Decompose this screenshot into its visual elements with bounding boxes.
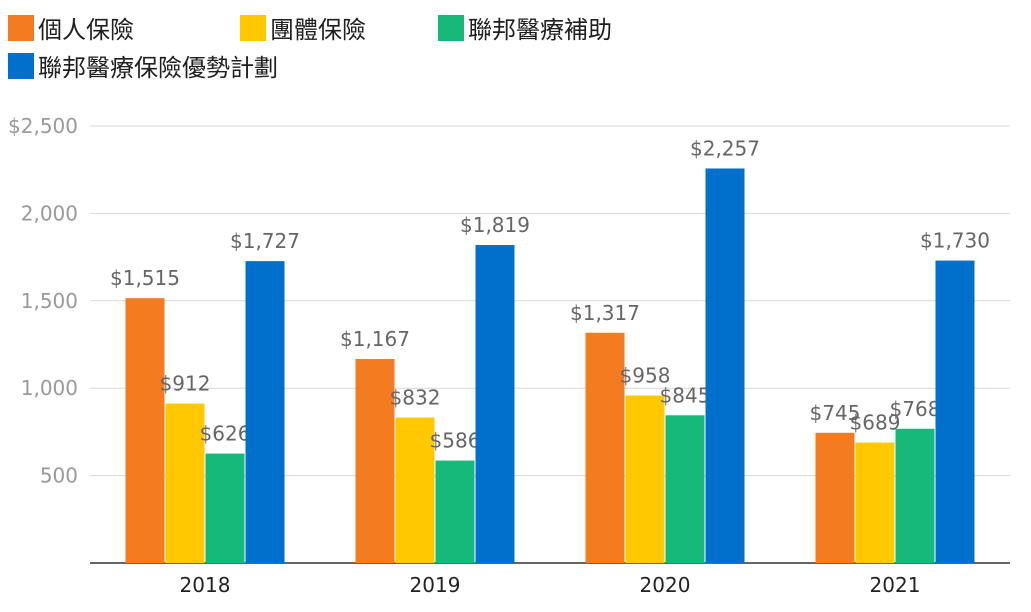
legend: 個人保險 團體保險 聯邦醫療補助 聯邦醫療保險優勢計劃 — [8, 4, 768, 84]
bar — [705, 168, 745, 564]
bar — [125, 298, 165, 563]
legend-label-medicare-advantage: 聯邦醫療保險優勢計劃 — [38, 54, 278, 82]
bar — [475, 245, 515, 563]
y-tick-label: 500 — [40, 464, 78, 488]
data-label: $626 — [200, 422, 251, 446]
bar — [585, 332, 625, 563]
bar — [625, 395, 665, 563]
bar — [815, 432, 855, 563]
legend-item-group: 團體保險 — [240, 10, 366, 45]
legend-swatch-group — [240, 14, 266, 41]
data-label: $2,257 — [690, 136, 760, 160]
bar — [165, 403, 205, 563]
legend-item-medicare-advantage: 聯邦醫療保險優勢計劃 — [8, 48, 278, 83]
y-tick-label: 1,500 — [21, 289, 78, 313]
legend-item-individual: 個人保險 — [8, 10, 134, 45]
y-tick-label: $2,500 — [8, 114, 78, 138]
legend-label-individual: 個人保險 — [38, 16, 134, 44]
legend-swatch-individual — [8, 14, 34, 41]
x-category-label: 2018 — [180, 573, 231, 597]
data-label: $768 — [890, 397, 941, 421]
x-category-label: 2021 — [870, 573, 921, 597]
bar — [435, 460, 475, 563]
bar — [205, 453, 245, 563]
data-label: $745 — [810, 401, 861, 425]
bar — [665, 415, 705, 563]
bar — [395, 417, 435, 563]
legend-item-medicaid: 聯邦醫療補助 — [438, 10, 612, 45]
data-label: $958 — [620, 364, 671, 388]
legend-label-group: 團體保險 — [270, 16, 366, 44]
bar — [895, 428, 935, 563]
bar — [855, 442, 895, 563]
legend-swatch-medicare-advantage — [8, 52, 34, 79]
data-label: $1,730 — [920, 229, 990, 253]
bar — [245, 261, 285, 563]
legend-label-medicaid: 聯邦醫療補助 — [468, 16, 612, 44]
data-label: $912 — [160, 372, 211, 396]
data-label: $845 — [660, 383, 711, 407]
data-label: $689 — [850, 411, 901, 435]
data-label: $1,167 — [340, 327, 410, 351]
data-label: $1,819 — [460, 213, 530, 237]
y-tick-label: 1,000 — [21, 376, 78, 400]
data-label: $1,515 — [110, 266, 180, 290]
bar — [355, 359, 395, 563]
data-label: $1,317 — [570, 301, 640, 325]
data-label: $586 — [430, 429, 481, 453]
legend-swatch-medicaid — [438, 14, 464, 41]
data-label: $832 — [390, 386, 441, 410]
y-tick-label: 2,000 — [21, 201, 78, 225]
x-category-label: 2019 — [410, 573, 461, 597]
x-category-label: 2020 — [640, 573, 691, 597]
data-label: $1,727 — [230, 229, 300, 253]
bar — [935, 260, 975, 563]
